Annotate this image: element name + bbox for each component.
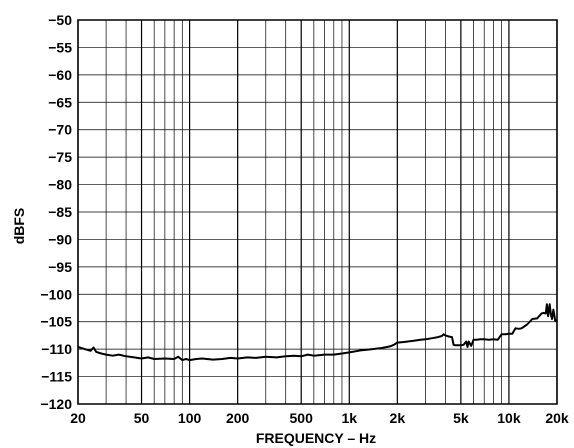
y-tick-label: −90 bbox=[48, 231, 72, 247]
x-tick-label: 1k bbox=[341, 410, 357, 426]
y-tick-label: −110 bbox=[41, 341, 72, 357]
y-tick-label: −105 bbox=[40, 314, 72, 330]
y-tick-label: −100 bbox=[40, 286, 72, 302]
x-tick-labels: 20 50 100 200 500 1k 2k 5k 10k 20k bbox=[70, 410, 569, 426]
x-tick-label: 5k bbox=[453, 410, 469, 426]
x-tick-label: 10k bbox=[497, 410, 521, 426]
y-tick-label: −115 bbox=[41, 369, 72, 385]
x-tick-label: 50 bbox=[134, 410, 150, 426]
grid bbox=[77, 19, 558, 405]
x-tick-label: 500 bbox=[290, 410, 314, 426]
y-axis-label: dBFS bbox=[11, 208, 27, 245]
x-tick-label: 20k bbox=[545, 410, 569, 426]
x-tick-label: 2k bbox=[390, 410, 406, 426]
y-tick-label: −50 bbox=[48, 12, 72, 28]
plot-frame bbox=[77, 19, 558, 405]
y-tick-label: −80 bbox=[48, 177, 72, 193]
y-tick-label: −65 bbox=[48, 94, 72, 110]
x-tick-label: 200 bbox=[226, 410, 250, 426]
x-tick-label: 100 bbox=[178, 410, 202, 426]
y-tick-label: −120 bbox=[40, 396, 72, 412]
y-tick-label: −60 bbox=[48, 67, 72, 83]
y-tick-label: −95 bbox=[48, 259, 72, 275]
y-tick-labels: −50 −55 −60 −65 −70 −75 −80 −85 −90 −95 −100 −105 −1… bbox=[40, 12, 72, 412]
x-axis-label: FREQUENCY – Hz bbox=[256, 430, 376, 446]
x-tick-label: 20 bbox=[70, 410, 86, 426]
series-line bbox=[77, 303, 557, 362]
y-tick-label: −55 bbox=[48, 39, 72, 55]
y-tick-label: −70 bbox=[48, 122, 72, 138]
y-tick-label: −85 bbox=[48, 204, 72, 220]
y-tick-label: −75 bbox=[48, 149, 72, 165]
